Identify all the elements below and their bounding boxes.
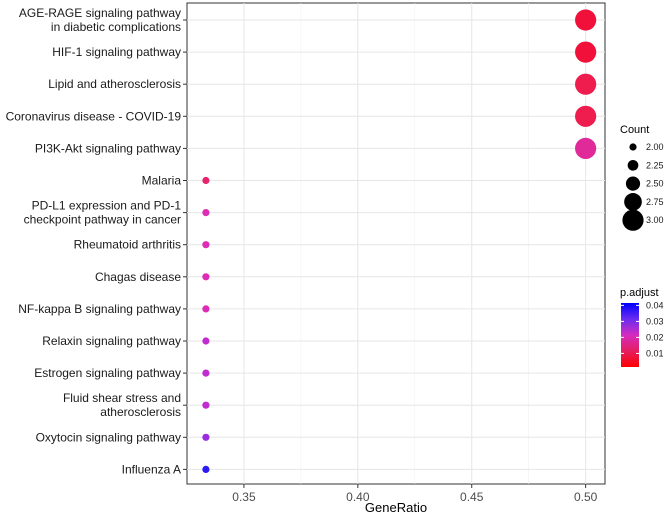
data-points (202, 9, 597, 473)
p-adjust-tick-label: 0.04 (646, 300, 664, 310)
y-tick-label: Estrogen signaling pathway (34, 366, 181, 380)
y-tick-label: Relaxin signaling pathway (42, 334, 181, 348)
y-tick-label: Coronavirus disease - COVID-19 (6, 109, 182, 123)
data-point (202, 465, 210, 473)
count-legend: Count 2.00 2.25 2.50 2.75 3.00 (620, 124, 664, 231)
data-point (202, 369, 210, 377)
p-adjust-tick-label: 0.01 (646, 348, 664, 358)
y-tick-label: Lipid and atherosclerosis (48, 77, 181, 91)
data-point (575, 105, 597, 127)
data-point (202, 273, 210, 281)
x-tick-label: 0.50 (574, 490, 598, 504)
y-tick-label: Oxytocin signaling pathway (36, 430, 181, 444)
count-legend-key (627, 159, 639, 171)
p-adjust-tick-label: 0.02 (646, 332, 664, 342)
x-tick-label: 0.35 (232, 490, 256, 504)
y-tick-label: Malaria (142, 174, 182, 188)
count-legend-label: 3.00 (646, 215, 664, 225)
minor-gridlines (300, 3, 529, 484)
y-tick-label: Fluid shear stress and atherosclerosis (63, 391, 181, 419)
major-gridlines-y (187, 19, 605, 470)
x-tick-label: 0.40 (346, 490, 370, 504)
count-legend-label: 2.50 (646, 179, 664, 189)
y-tick-label: Chagas disease (95, 270, 181, 284)
count-legend-label: 2.00 (646, 142, 664, 152)
x-tick-label: 0.45 (460, 490, 484, 504)
y-tick-label: PD-L1 expression and PD-1 checkpoint path… (24, 199, 182, 227)
y-tick-label: NF-kappa B signaling pathway (18, 302, 181, 316)
data-point (202, 209, 210, 217)
data-point (202, 305, 210, 313)
y-tick-label: PI3K-Akt signaling pathway (35, 141, 181, 155)
count-legend-title: Count (620, 124, 649, 136)
p-adjust-legend: p.adjust 0.01 0.02 0.03 0.04 (620, 287, 664, 367)
y-axis-labels: AGE-RAGE signaling pathway in diabetic co… (6, 6, 187, 476)
data-point (202, 176, 210, 185)
p-adjust-legend-title: p.adjust (620, 287, 659, 299)
y-tick-label: HIF-1 signaling pathway (52, 45, 181, 59)
count-legend-key (625, 176, 641, 191)
plot-panel (186, 2, 606, 485)
count-legend-key (624, 193, 642, 211)
p-adjust-colorbar (621, 303, 639, 367)
y-tick-label: Influenza A (122, 462, 181, 476)
y-tick-label: Rheumatoid arthritis (74, 238, 181, 252)
data-point (575, 73, 597, 95)
x-axis-title: GeneRatio (365, 500, 427, 515)
data-point (202, 433, 210, 441)
data-point (202, 337, 210, 345)
p-adjust-tick-label: 0.03 (646, 316, 664, 326)
data-point (575, 9, 597, 31)
y-tick-label: AGE-RAGE signaling pathway in diabetic co… (19, 6, 181, 34)
data-point (575, 41, 597, 63)
count-legend-key (629, 143, 637, 151)
data-point (575, 137, 597, 159)
count-legend-label: 2.75 (646, 197, 664, 207)
data-point (202, 241, 210, 249)
x-axis: 0.35 0.40 0.45 0.50 (232, 484, 598, 504)
count-legend-key (622, 209, 644, 231)
count-legend-label: 2.25 (646, 160, 664, 170)
data-point (202, 401, 210, 409)
